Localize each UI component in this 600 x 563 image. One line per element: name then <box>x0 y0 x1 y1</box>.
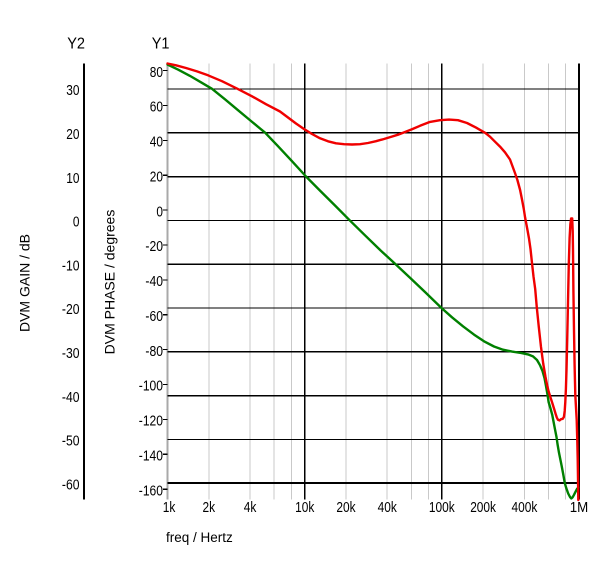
svg-text:freq / Hertz: freq / Hertz <box>166 530 233 545</box>
svg-text:-60: -60 <box>145 309 163 325</box>
svg-text:10k: 10k <box>295 500 315 516</box>
svg-text:-160: -160 <box>139 483 163 499</box>
svg-text:-20: -20 <box>62 302 80 318</box>
svg-text:-40: -40 <box>62 390 80 406</box>
svg-text:-10: -10 <box>62 258 80 274</box>
svg-text:0: 0 <box>73 215 80 231</box>
svg-text:-30: -30 <box>62 346 80 362</box>
svg-text:Y1: Y1 <box>152 35 170 52</box>
svg-text:-60: -60 <box>62 477 80 493</box>
svg-text:DVM GAIN / dB: DVM GAIN / dB <box>17 234 33 332</box>
svg-text:-140: -140 <box>139 449 163 465</box>
svg-text:30: 30 <box>66 83 79 99</box>
svg-text:100k: 100k <box>429 500 455 516</box>
svg-text:10: 10 <box>66 171 79 187</box>
svg-text:400k: 400k <box>512 500 538 516</box>
svg-text:80: 80 <box>150 65 163 81</box>
svg-text:60: 60 <box>150 100 163 116</box>
svg-text:0: 0 <box>156 204 163 220</box>
svg-text:20: 20 <box>66 127 79 143</box>
svg-text:200k: 200k <box>470 500 496 516</box>
svg-text:Y2: Y2 <box>67 35 85 52</box>
svg-text:-80: -80 <box>145 344 163 360</box>
svg-text:-120: -120 <box>139 414 163 430</box>
svg-text:40: 40 <box>150 135 163 151</box>
svg-text:20: 20 <box>150 169 163 185</box>
svg-text:20k: 20k <box>336 500 356 516</box>
svg-text:1k: 1k <box>163 500 176 516</box>
svg-text:-50: -50 <box>62 434 80 450</box>
svg-text:40k: 40k <box>378 500 398 516</box>
svg-text:1M: 1M <box>570 500 589 516</box>
svg-text:-40: -40 <box>145 274 163 290</box>
svg-text:4k: 4k <box>244 500 257 516</box>
svg-text:-100: -100 <box>139 379 163 395</box>
svg-text:2k: 2k <box>203 500 216 516</box>
svg-text:-20: -20 <box>145 239 163 255</box>
svg-text:DVM PHASE / degrees: DVM PHASE / degrees <box>101 210 117 355</box>
